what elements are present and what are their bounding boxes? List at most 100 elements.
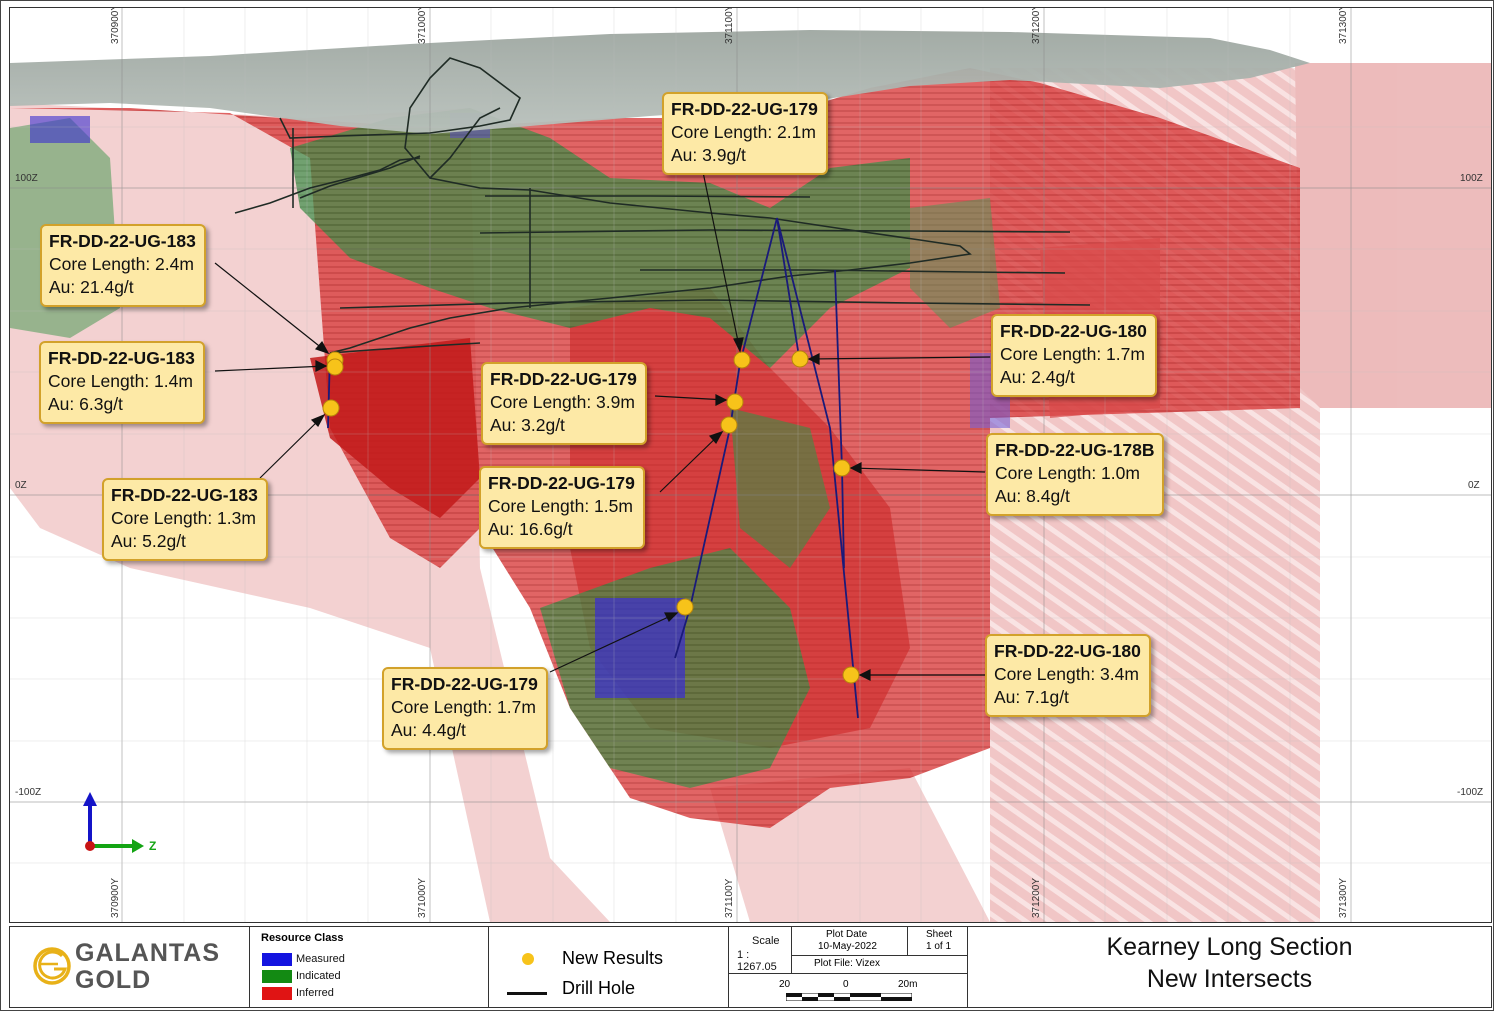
plot-info-cell: Scale 1 : 1267.05 Plot Date 10-May-2022 … xyxy=(729,927,968,1007)
minor-grid xyxy=(10,8,1491,922)
sheet-value: 1 of 1 xyxy=(926,941,952,952)
callout-grade: Au: 4.4g/t xyxy=(391,720,466,740)
intersect-callout: FR-DD-22-UG-180 Core Length: 1.7m Au: 2.… xyxy=(991,314,1157,397)
callout-hole-id: FR-DD-22-UG-179 xyxy=(391,674,538,694)
callout-grade: Au: 21.4g/t xyxy=(49,277,134,297)
new-result-marker xyxy=(322,399,340,417)
coord-label-bottom: 371200Y xyxy=(1031,877,1042,918)
callout-hole-id: FR-DD-22-UG-179 xyxy=(671,99,818,119)
intersect-callout: FR-DD-22-UG-179 Core Length: 1.5m Au: 16… xyxy=(479,466,645,549)
logo-cell: GALANTAS GOLD xyxy=(10,927,250,1007)
coord-label-bottom: 371000Y xyxy=(417,877,428,918)
legend-title: Resource Class xyxy=(261,932,344,944)
elevation-label-left: 0Z xyxy=(15,480,27,491)
scalebar-label-zero: 0 xyxy=(843,979,849,990)
plot-file: Plot File: Vizex xyxy=(814,958,880,969)
new-result-marker xyxy=(326,358,344,376)
logo-text-line1: GALANTAS xyxy=(75,939,221,967)
legend-label-measured: Measured xyxy=(296,953,345,965)
callout-core-length: Core Length: 1.7m xyxy=(391,697,536,717)
new-result-marker xyxy=(720,416,738,434)
elevation-label-left: -100Z xyxy=(15,787,42,798)
callout-grade: Au: 8.4g/t xyxy=(995,486,1070,506)
callout-grade: Au: 2.4g/t xyxy=(1000,367,1075,387)
callout-core-length: Core Length: 2.1m xyxy=(671,122,816,142)
scale-bar xyxy=(786,993,912,1001)
symbol-label-drill-hole: Drill Hole xyxy=(562,978,636,998)
title-block: GALANTAS GOLD Resource Class Measured In… xyxy=(9,926,1492,1008)
intersect-callout: FR-DD-22-UG-179 Core Length: 2.1m Au: 3.… xyxy=(662,92,828,175)
callout-hole-id: FR-DD-22-UG-180 xyxy=(994,641,1141,661)
new-result-marker xyxy=(733,351,751,369)
drill-hole-symbol-icon xyxy=(507,992,547,995)
legend-label-indicated: Indicated xyxy=(296,970,341,982)
callout-hole-id: FR-DD-22-UG-179 xyxy=(488,473,635,493)
new-result-marker xyxy=(726,393,744,411)
callout-hole-id: FR-DD-22-UG-180 xyxy=(1000,321,1147,341)
callout-core-length: Core Length: 1.4m xyxy=(48,371,193,391)
intersect-callout: FR-DD-22-UG-179 Core Length: 3.9m Au: 3.… xyxy=(481,362,647,445)
plot-date-label: Plot Date xyxy=(826,929,868,940)
scalebar-label-left: 20 xyxy=(779,979,791,990)
underground-workings xyxy=(234,57,1091,354)
callout-grade: Au: 5.2g/t xyxy=(111,531,186,551)
callout-core-length: Core Length: 1.7m xyxy=(1000,344,1145,364)
legend-cell: Resource Class Measured Indicated Inferr… xyxy=(250,927,489,1007)
measured-blocks xyxy=(30,113,1010,698)
coord-label-bottom: 370900Y xyxy=(110,877,121,918)
callout-grade: Au: 7.1g/t xyxy=(994,687,1069,707)
legend-swatch-measured xyxy=(262,953,292,966)
callout-leaders xyxy=(214,171,991,681)
callout-hole-id: FR-DD-22-UG-178B xyxy=(995,440,1155,460)
intersect-callout: FR-DD-22-UG-180 Core Length: 3.4m Au: 7.… xyxy=(985,634,1151,717)
coord-label-top: 370900Y xyxy=(110,7,121,44)
new-result-marker xyxy=(791,350,809,368)
legend-label-inferred: Inferred xyxy=(296,987,334,999)
axis-triad xyxy=(83,792,144,853)
legend-swatch-inferred xyxy=(262,987,292,1000)
intersect-callout: FR-DD-22-UG-183 Core Length: 2.4m Au: 21… xyxy=(40,224,206,307)
sheet-label: Sheet xyxy=(926,929,953,940)
map-title-line1: Kearney Long Section xyxy=(1106,933,1353,961)
callout-hole-id: FR-DD-22-UG-179 xyxy=(490,369,637,389)
coord-label-top: 371100Y xyxy=(724,7,735,44)
callout-hole-id: FR-DD-22-UG-183 xyxy=(48,348,195,368)
new-result-symbol-icon xyxy=(522,953,534,965)
new-result-marker xyxy=(676,598,694,616)
new-result-marker xyxy=(833,459,851,477)
new-result-marker xyxy=(842,666,860,684)
scale-value: 1 : 1267.05 xyxy=(737,949,777,973)
plot-date-value: 10-May-2022 xyxy=(818,941,877,952)
new-result-markers xyxy=(322,350,860,684)
callout-core-length: Core Length: 3.9m xyxy=(490,392,635,412)
callout-hole-id: FR-DD-22-UG-183 xyxy=(49,231,196,251)
coord-label-top: 371000Y xyxy=(417,7,428,44)
legend-swatch-indicated xyxy=(262,970,292,983)
elevation-label-left: 100Z xyxy=(15,173,38,184)
callout-grade: Au: 3.9g/t xyxy=(671,145,746,165)
scalebar-label-right: 20m xyxy=(898,979,918,990)
galantas-logo-icon xyxy=(33,947,71,985)
callout-core-length: Core Length: 3.4m xyxy=(994,664,1139,684)
map-title-line2: New Intersects xyxy=(1146,965,1313,993)
logo-text-line2: GOLD xyxy=(75,966,152,994)
axis-z-label: Z xyxy=(149,839,157,853)
elevation-label-right: -100Z xyxy=(1457,787,1484,798)
terrain-surface xyxy=(10,8,1491,63)
long-section-map: 370900Y 371000Y 371100Y 371200Y 371300Y … xyxy=(9,7,1492,923)
intersect-callout: FR-DD-22-UG-179 Core Length: 1.7m Au: 4.… xyxy=(382,667,548,750)
coord-label-bottom: 371300Y xyxy=(1338,877,1349,918)
intersect-callout: FR-DD-22-UG-183 Core Length: 1.3m Au: 5.… xyxy=(102,478,268,561)
intersect-callout: FR-DD-22-UG-178B Core Length: 1.0m Au: 8… xyxy=(986,433,1165,516)
coord-label-top: 371200Y xyxy=(1031,7,1042,44)
coord-label-bottom: 371100Y xyxy=(724,878,735,918)
elevation-label-right: 0Z xyxy=(1468,480,1480,491)
callout-core-length: Core Length: 1.5m xyxy=(488,496,633,516)
callout-core-length: Core Length: 1.3m xyxy=(111,508,256,528)
callout-core-length: Core Length: 2.4m xyxy=(49,254,194,274)
overburden-zone xyxy=(10,30,1310,134)
callout-grade: Au: 3.2g/t xyxy=(490,415,565,435)
coord-label-top: 371300Y xyxy=(1338,7,1349,44)
symbol-label-new-results: New Results xyxy=(562,948,664,968)
